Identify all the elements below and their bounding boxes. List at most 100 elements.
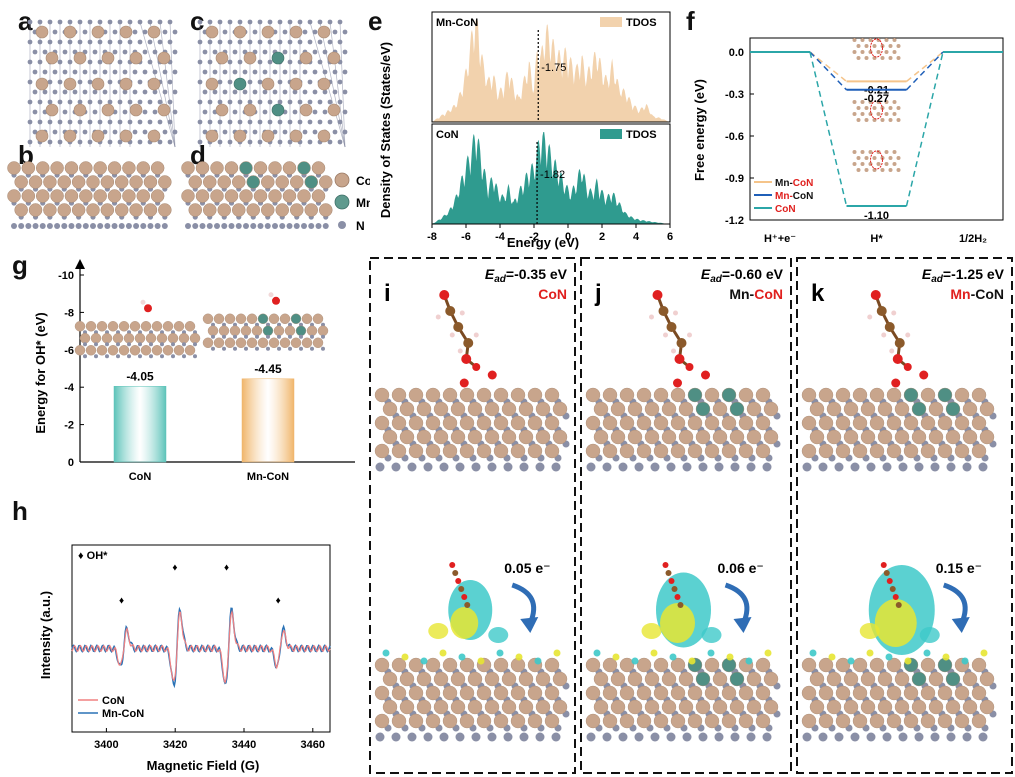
co-atom <box>157 103 171 117</box>
co-atom <box>888 56 893 60</box>
n-atom <box>247 19 253 25</box>
n-atom <box>171 342 175 347</box>
co-atom <box>459 685 475 701</box>
atom <box>178 333 190 344</box>
n-atom <box>202 109 208 115</box>
fe-y-tick-label: -1.2 <box>725 215 744 227</box>
n-atom <box>206 223 213 229</box>
n-atom <box>342 129 348 135</box>
n-atom <box>299 346 303 351</box>
co-atom <box>864 118 869 122</box>
co-atom <box>619 685 635 701</box>
n-atom <box>288 334 292 339</box>
co-atom <box>416 671 432 687</box>
n-atom <box>850 732 860 742</box>
atom <box>107 321 119 332</box>
atom <box>189 333 201 344</box>
co-atom <box>644 401 660 417</box>
atom <box>224 337 236 348</box>
co-atom <box>880 56 885 60</box>
epr-series-con <box>71 609 331 684</box>
molecule-atom <box>880 562 887 568</box>
n-atom <box>202 129 208 135</box>
n-atom <box>286 223 293 229</box>
co-atom <box>399 429 415 445</box>
co-atom <box>619 443 635 459</box>
co-atom <box>856 156 861 160</box>
fe-legend-prefix: Mn- <box>775 178 793 189</box>
n-atom <box>746 732 756 742</box>
mn-atom <box>695 401 711 417</box>
co-atom <box>653 415 669 431</box>
charge-accumulation-cloud <box>874 599 917 647</box>
n-atom <box>293 223 300 229</box>
n-atom <box>122 69 128 75</box>
co-atom <box>275 175 289 189</box>
bar-category-label: Mn-CoN <box>247 471 289 483</box>
fe-legend-suffix: CoN <box>775 204 796 215</box>
co-atom <box>399 699 415 715</box>
co-atom <box>755 415 771 431</box>
co-atom <box>869 415 885 431</box>
surface-charge-blob <box>726 653 734 661</box>
n-atom <box>978 732 988 742</box>
co-atom <box>282 189 297 203</box>
n-atom <box>317 119 323 125</box>
epr-frame <box>71 544 331 733</box>
epr-peak-marker-icon: ♦ <box>276 596 281 607</box>
fe-legend-prefix: Mn- <box>775 191 793 202</box>
n-atom <box>322 223 329 229</box>
n-atom <box>237 119 243 125</box>
atom <box>235 337 247 348</box>
n-atom <box>327 139 333 145</box>
co-atom <box>188 175 202 189</box>
n-atom <box>167 139 173 145</box>
epr-legend-label: CoN <box>102 695 125 707</box>
panel-label-g: g <box>12 250 28 280</box>
co-atom <box>299 103 313 117</box>
n-atom <box>137 19 143 25</box>
n-atom <box>202 69 208 75</box>
n-atom <box>217 119 223 125</box>
co-atom <box>876 162 881 166</box>
o-atom <box>673 378 682 388</box>
co-atom <box>442 685 458 701</box>
n-atom <box>52 129 58 135</box>
n-atom <box>308 223 315 229</box>
surface-label-suffix: CoN <box>754 286 783 302</box>
co-atom <box>852 38 857 42</box>
atom <box>202 337 214 348</box>
co-atom <box>884 50 889 54</box>
n-atom <box>250 223 257 229</box>
co-atom <box>864 44 869 48</box>
co-atom <box>809 429 825 445</box>
n-atom <box>834 462 844 472</box>
n-atom <box>62 49 68 55</box>
n-atom <box>471 732 481 742</box>
co-atom <box>729 429 745 445</box>
epr-xlabel: Magnetic Field (G) <box>147 758 260 773</box>
n-atom <box>61 223 68 229</box>
co-atom <box>408 387 424 403</box>
n-atom <box>471 462 481 472</box>
n-atom <box>83 354 87 359</box>
n-atom <box>327 39 333 45</box>
atom <box>129 345 141 356</box>
atom <box>284 325 296 336</box>
ead-symbol: E <box>485 266 495 282</box>
co-atom <box>704 387 720 403</box>
n-atom <box>140 223 147 229</box>
n-atom <box>137 99 143 105</box>
co-atom <box>896 56 901 60</box>
co-atom <box>253 161 268 175</box>
co-atom <box>399 671 415 687</box>
n-atom <box>292 109 298 115</box>
n-atom <box>650 462 660 472</box>
h-atom <box>867 314 873 320</box>
co-atom <box>888 106 893 110</box>
co-atom <box>763 699 779 715</box>
co-atom <box>835 387 851 403</box>
fe-legend-suffix: CoN <box>793 191 814 202</box>
co-atom <box>425 387 441 403</box>
